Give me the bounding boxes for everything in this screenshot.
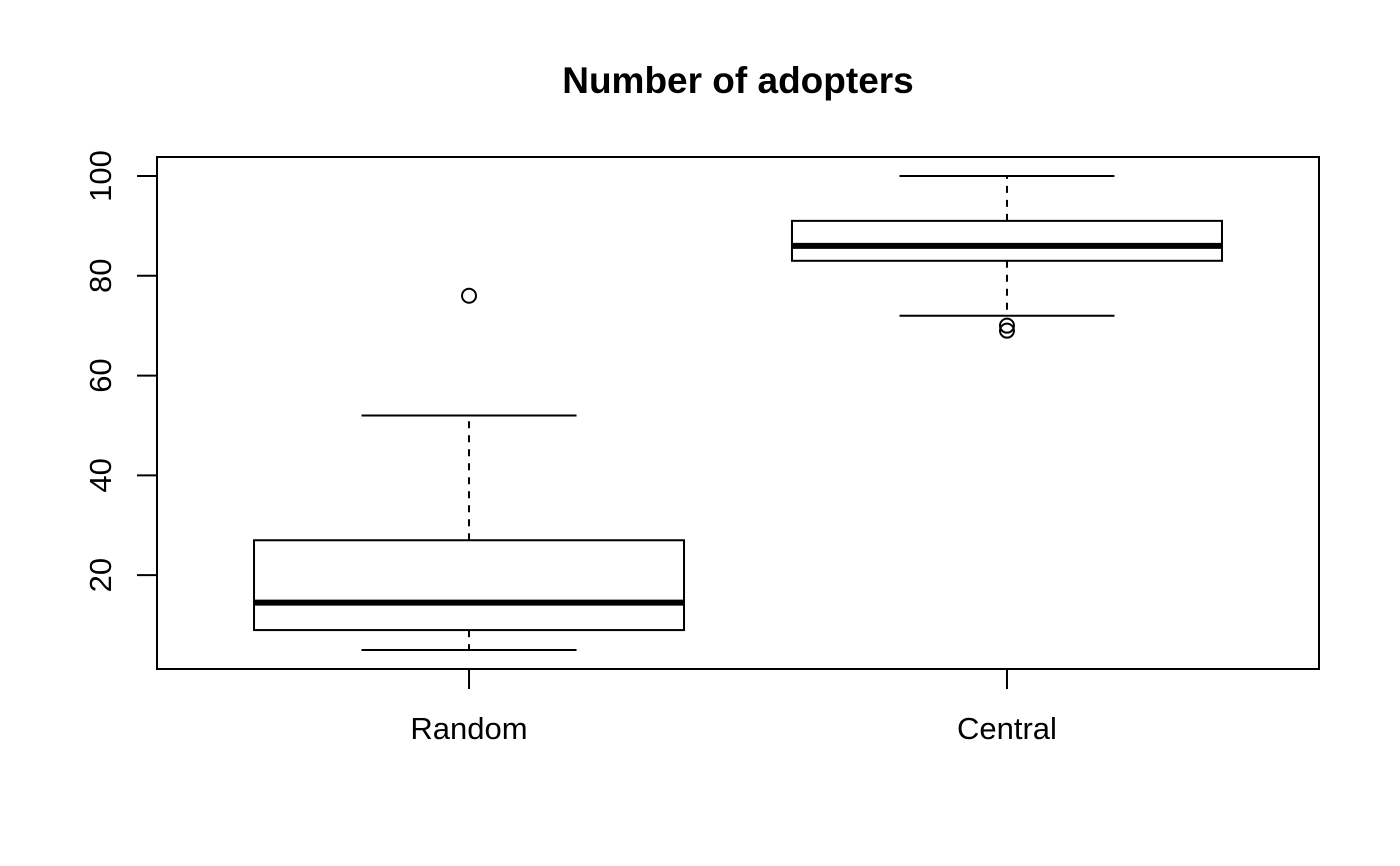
outlier-point	[998, 317, 1015, 334]
x-tick-label: Central	[957, 711, 1057, 746]
outlier-point	[461, 287, 478, 304]
x-axis: Random Central	[410, 669, 1057, 746]
outlier-point	[998, 322, 1015, 339]
y-tick-label: 40	[83, 458, 118, 492]
boxes-layer	[253, 174, 1223, 652]
box-group-random	[253, 287, 686, 652]
y-tick-label: 100	[83, 150, 118, 202]
chart-title: Number of adopters	[562, 60, 914, 101]
y-tick-label: 80	[83, 259, 118, 293]
y-tick-label: 20	[83, 558, 118, 592]
x-tick-label: Random	[410, 711, 527, 746]
box-group-central	[790, 174, 1223, 339]
y-axis: 20 40 60 80 100	[83, 150, 158, 592]
box-iqr	[790, 219, 1223, 262]
box-iqr	[253, 539, 686, 632]
y-tick-label: 60	[83, 358, 118, 392]
